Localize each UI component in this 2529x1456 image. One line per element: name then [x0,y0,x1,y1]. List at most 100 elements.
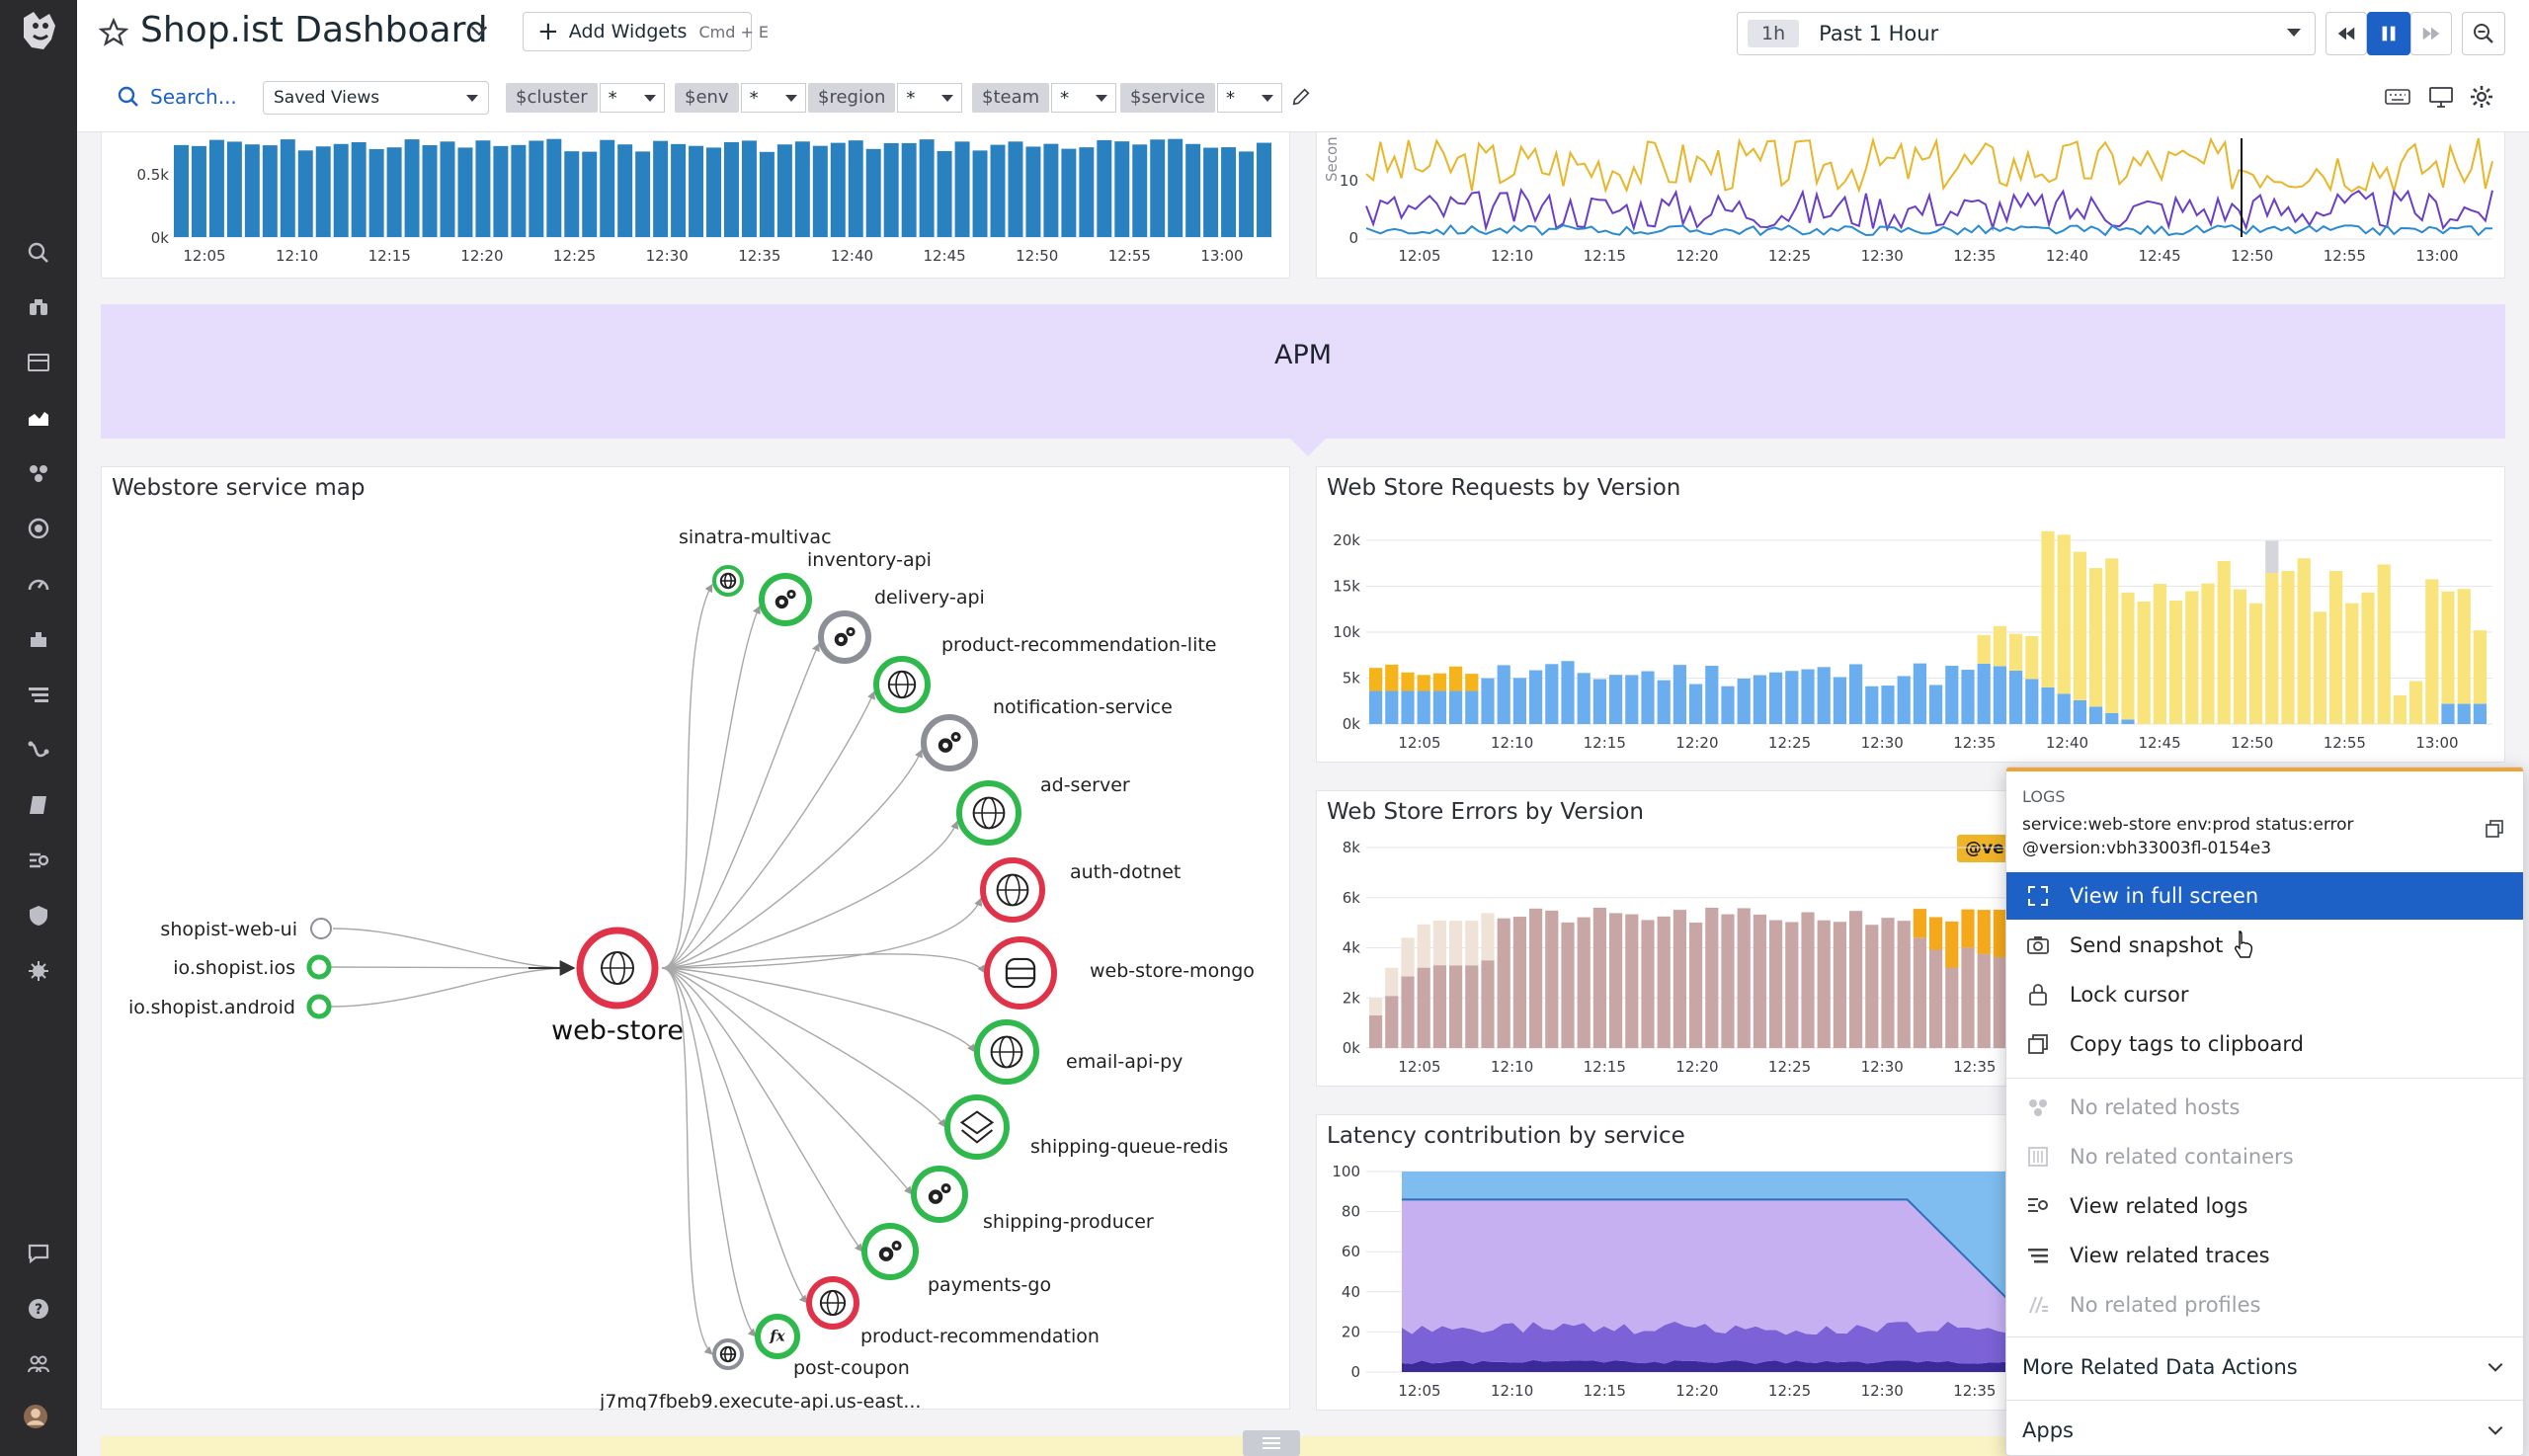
x-tick-label: 12:15 [1584,1382,1626,1400]
security-shield-icon[interactable] [27,904,50,928]
y-tick-label: 0k [151,229,170,247]
fast-forward-button[interactable] [2410,12,2452,55]
watchdog-icon[interactable] [27,849,50,872]
add-widgets-button[interactable]: + Add Widgets Cmd + E [523,12,769,51]
template-var-service[interactable]: $service * [1120,81,1282,115]
upstream-label: io.shopist.android [128,997,295,1018]
datadog-logo-icon[interactable] [14,6,63,55]
bar-segment-version-b [2009,633,2023,671]
integrations-icon[interactable] [27,627,50,651]
template-var-region[interactable]: $region * [808,81,963,115]
bar [617,144,633,237]
monitors-icon[interactable] [27,517,50,540]
x-tick-label: 12:35 [1953,1058,1996,1076]
template-var-team[interactable]: $team * [972,81,1117,115]
apm-group-header[interactable]: APM [101,304,2505,456]
apps-section[interactable]: Apps [2006,1400,2523,1455]
edit-pencil-icon[interactable] [1290,86,1312,108]
user-avatar[interactable] [24,1405,53,1434]
menu-item-lock-cursor[interactable]: Lock cursor [2006,971,2523,1018]
team-icon[interactable] [27,1352,50,1376]
list-icon[interactable] [27,351,50,374]
bar [422,144,438,237]
bar-segment-version-b [1385,967,1399,997]
template-var-value[interactable]: * [740,83,806,113]
tv-mode-icon[interactable] [2428,85,2454,109]
template-var-value[interactable]: * [1216,83,1282,113]
x-tick-label: 12:20 [1675,247,1718,265]
fast-forward-icon [2422,27,2440,40]
menu-item-copy-tags[interactable]: Copy tags to clipboard [2006,1020,2523,1068]
widget-drawer-handle-icon[interactable] [1243,1430,1300,1456]
bar-segment-version-a [1432,690,1446,724]
template-var-value[interactable]: * [897,83,963,113]
settings-bug-icon[interactable] [27,959,50,983]
favorite-star-icon[interactable] [98,17,129,47]
settings-gear-icon[interactable] [2470,85,2493,109]
menu-item-related-hosts[interactable]: No related hosts [2006,1084,2523,1131]
search-icon[interactable] [27,241,50,265]
bar-segment-version-b [2345,603,2359,724]
y-tick-label: 60 [1342,1243,1360,1260]
menu-item-send-snapshot[interactable]: Send snapshot [2006,922,2523,969]
menu-item-view-full-screen[interactable]: View in full screen [2006,872,2523,920]
saved-views-dropdown[interactable]: Saved Views [263,81,489,115]
notebooks-icon[interactable] [27,793,50,817]
y-axis-label: Secon [1323,136,1341,182]
bar-segment-version-b [2201,583,2215,724]
template-var-env[interactable]: $env * [675,81,806,115]
template-var-cluster[interactable]: $cluster * [506,81,665,115]
bar [475,140,491,237]
bar [883,142,899,237]
service-edge [661,953,986,974]
chat-icon[interactable] [27,1242,50,1265]
title-chevron-down-icon[interactable] [468,20,490,41]
x-tick-label: 12:20 [460,247,503,265]
x-tick-label: 12:10 [1491,247,1533,265]
infrastructure-icon[interactable] [27,461,50,485]
search-input[interactable]: Search... [150,85,237,109]
dashboards-icon[interactable] [27,406,50,430]
more-related-data-actions[interactable]: More Related Data Actions [2006,1336,2523,1396]
rewind-button[interactable] [2325,12,2367,55]
bar-segment-version-a [1753,914,1766,1048]
apm-gauge-icon[interactable] [27,572,50,596]
menu-item-related-profiles[interactable]: No related profiles [2006,1281,2523,1329]
copy-query-icon[interactable] [2485,819,2504,839]
top-left-bar-widget[interactable]: 0.5k 0k 12:05 12:10 12:15 12:20 12:25 12:30 12… [101,132,1290,279]
bar-segment-version-b [2313,611,2326,724]
menu-query-text: service:web-store env:prod status:error … [2022,815,2354,858]
bar-segment-version-a [1529,908,1543,1048]
service-map-widget[interactable]: Webstore service map sinatra-multivac inv… [101,466,1290,1411]
zoom-out-button[interactable] [2462,12,2505,55]
bar-segment-version-a [1769,920,1783,1048]
logs-nav-icon[interactable] [27,683,50,706]
profiles-icon [2026,1293,2050,1317]
dashboard-title[interactable]: Shop.ist Dashboard [140,10,488,50]
template-var-value[interactable]: * [599,83,665,113]
menu-item-related-traces[interactable]: View related traces [2006,1232,2523,1279]
next-group-header[interactable] [101,1436,2505,1456]
bar [1185,143,1201,237]
keyboard-icon[interactable] [2385,87,2410,107]
template-var-value-text: * [1225,87,1235,109]
bar-segment-version-b [2153,584,2166,724]
bar [440,141,455,237]
menu-item-related-logs[interactable]: View related logs [2006,1182,2523,1230]
graph-context-menu[interactable]: LOGS service:web-store env:prod status:e… [2005,767,2524,1456]
requests-by-version-widget[interactable]: Web Store Requests by Version 20k 15k 10k 5… [1316,466,2505,763]
bar-segment-version-b [2073,551,2086,700]
binoculars-icon[interactable] [27,295,50,319]
bar-segment-version-a [1945,666,1959,724]
help-icon[interactable]: ? [27,1297,50,1321]
pause-button[interactable] [2367,12,2410,55]
top-right-line-widget[interactable]: Secon 10 0 12:05 12:10 12:15 12:20 12:25 12:3… [1316,132,2505,279]
synthetics-icon[interactable] [27,738,50,762]
bar [457,147,473,237]
bar-segment-version-b [2377,564,2391,724]
bar-segment-version-b [1993,625,2006,667]
time-range-selector[interactable]: 1h Past 1 Hour [1737,12,2316,55]
template-var-value[interactable]: * [1051,83,1117,113]
menu-item-related-containers[interactable]: No related containers [2006,1133,2523,1180]
x-tick-label: 12:55 [2324,734,2366,752]
